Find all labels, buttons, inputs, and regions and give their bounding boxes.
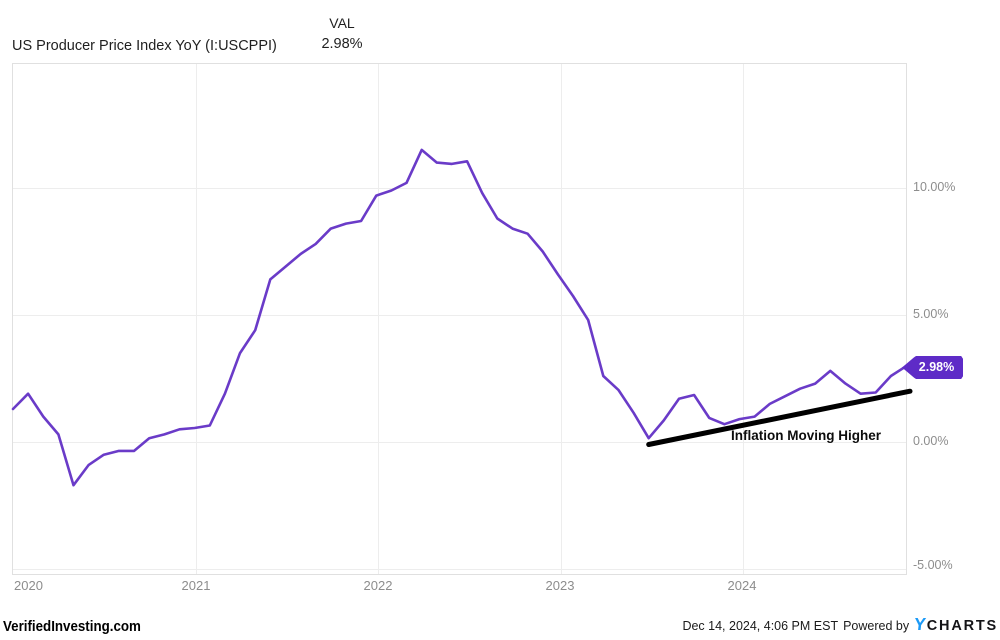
brand-watermark: VerifiedInvesting.com <box>3 619 141 635</box>
gridline-vertical <box>743 64 744 574</box>
gridline-horizontal <box>13 315 906 316</box>
value-column: VAL 2.98% <box>303 15 381 52</box>
powered-by-label: Powered by <box>843 619 910 633</box>
footer-right: Dec 14, 2024, 4:06 PM EST Powered by Y C… <box>682 614 998 634</box>
gridline-vertical <box>196 64 197 574</box>
x-tick-label: 2024 <box>727 578 757 593</box>
y-tick-label: 5.00% <box>913 307 949 321</box>
gridline-vertical <box>561 64 562 574</box>
x-tick-label: 2020 <box>14 578 43 593</box>
timestamp: Dec 14, 2024, 4:06 PM EST <box>682 619 839 633</box>
x-tick-label: 2022 <box>363 578 393 593</box>
value-badge: 2.98% <box>902 356 963 379</box>
ycharts-wordmark: CHARTS <box>926 618 998 634</box>
gridline-vertical <box>378 64 379 574</box>
current-value: 2.98% <box>321 36 363 52</box>
series-name: US Producer Price Index YoY (I:USCPPI) <box>12 38 277 54</box>
value-column-header: VAL <box>329 15 355 31</box>
line-chart-svg <box>11 148 913 487</box>
y-tick-label: -5.00% <box>913 558 953 572</box>
x-tick-label: 2021 <box>181 578 211 593</box>
y-tick-label: 10.00% <box>913 180 956 194</box>
annotation-text: Inflation Moving Higher <box>731 428 881 443</box>
plot-area <box>11 63 913 575</box>
x-tick-label: 2023 <box>545 578 575 593</box>
gridline-horizontal <box>13 442 906 443</box>
ppi-series-line <box>11 148 908 487</box>
y-tick-label: 0.00% <box>913 434 949 448</box>
trend-line-annotation <box>646 388 913 447</box>
ycharts-logo: Y CHARTS <box>913 614 998 634</box>
gridline-horizontal <box>13 569 906 570</box>
ycharts-y-icon: Y <box>913 614 927 634</box>
gridline-horizontal <box>13 188 906 189</box>
